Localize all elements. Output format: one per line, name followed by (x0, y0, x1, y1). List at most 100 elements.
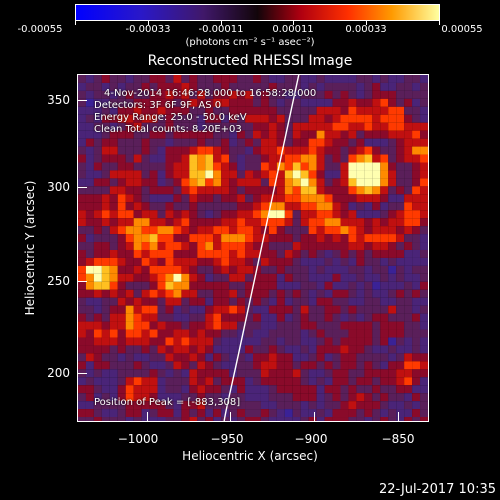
image-pixel (388, 114, 397, 123)
image-pixel (404, 257, 413, 266)
image-pixel (125, 90, 134, 99)
image-pixel (276, 265, 285, 274)
image-pixel (85, 178, 94, 187)
image-pixel (237, 138, 246, 147)
image-pixel (260, 194, 269, 203)
image-pixel (284, 385, 293, 394)
image-pixel (364, 75, 373, 83)
image-pixel (125, 242, 134, 250)
image-pixel (308, 98, 317, 107)
image-pixel (237, 361, 246, 370)
image-pixel (245, 234, 253, 243)
image-pixel (276, 218, 285, 227)
image-pixel (340, 257, 349, 266)
image-pixel (324, 329, 333, 338)
image-pixel (356, 218, 365, 227)
image-pixel (396, 186, 405, 195)
image-pixel (396, 265, 405, 274)
image-pixel (133, 234, 142, 243)
image-pixel (221, 369, 230, 378)
image-pixel (117, 409, 126, 418)
image-pixel (380, 417, 389, 421)
image-pixel (340, 75, 349, 83)
image-pixel (133, 249, 142, 258)
image-pixel (141, 369, 150, 378)
image-pixel (420, 234, 428, 243)
image-pixel (396, 178, 405, 187)
image-pixel (412, 377, 421, 386)
image-pixel (316, 401, 325, 410)
image-pixel (78, 218, 86, 227)
image-pixel (78, 146, 86, 155)
image-pixel (125, 273, 134, 282)
image-pixel (85, 337, 94, 346)
image-pixel (205, 138, 214, 147)
image-pixel (420, 409, 428, 418)
image-pixel (300, 170, 309, 179)
image-pixel (141, 273, 150, 282)
image-pixel (109, 417, 118, 421)
image-plot[interactable] (77, 74, 429, 422)
image-pixel (125, 409, 134, 418)
image-pixel (316, 202, 325, 211)
image-pixel (324, 385, 333, 394)
image-pixel (268, 210, 277, 219)
image-pixel (380, 138, 389, 147)
image-pixel (189, 234, 198, 243)
image-pixel (404, 226, 413, 235)
image-pixel (332, 265, 341, 274)
image-pixel (380, 409, 389, 418)
image-pixel (205, 377, 214, 386)
y-tick-label: 250 (47, 274, 70, 288)
image-pixel (125, 289, 134, 298)
image-pixel (173, 202, 182, 211)
image-pixel (253, 321, 261, 330)
image-pixel (300, 305, 309, 314)
image-pixel (396, 114, 405, 123)
image-pixel (85, 210, 94, 219)
image-pixel (101, 234, 110, 243)
image-pixel (133, 273, 142, 282)
image-pixel (141, 194, 150, 203)
image-pixel (165, 297, 174, 306)
image-pixel (101, 186, 110, 195)
image-pixel (237, 377, 246, 386)
image-pixel (181, 273, 190, 282)
image-pixel (268, 90, 277, 99)
image-pixel (245, 249, 253, 258)
image-pixel (149, 122, 158, 131)
image-pixel (260, 401, 269, 410)
image-pixel (316, 90, 325, 99)
image-pixel (396, 242, 405, 250)
image-pixel (268, 393, 277, 402)
image-pixel (356, 162, 365, 171)
image-pixel (316, 154, 325, 163)
image-pixel (165, 289, 174, 298)
image-pixel (205, 289, 214, 298)
image-pixel (324, 218, 333, 227)
image-pixel (109, 353, 118, 362)
image-pixel (189, 305, 198, 314)
image-pixel (380, 114, 389, 123)
image-pixel (268, 401, 277, 410)
image-pixel (356, 257, 365, 266)
image-pixel (253, 393, 261, 402)
image-pixel (181, 146, 190, 155)
image-pixel (85, 361, 94, 370)
image-pixel (101, 162, 110, 171)
image-pixel (125, 106, 134, 115)
image-pixel (221, 218, 230, 227)
image-pixel (189, 345, 198, 354)
image-pixel (372, 337, 381, 346)
image-pixel (197, 305, 206, 314)
image-pixel (316, 234, 325, 243)
image-pixel (237, 202, 246, 211)
image-pixel (316, 273, 325, 282)
image-pixel (165, 130, 174, 139)
image-pixel (340, 106, 349, 115)
image-pixel (276, 210, 285, 219)
image-pixel (189, 313, 198, 322)
y-tick-label: 300 (47, 180, 70, 194)
image-pixel (276, 281, 285, 290)
image-pixel (332, 90, 341, 99)
